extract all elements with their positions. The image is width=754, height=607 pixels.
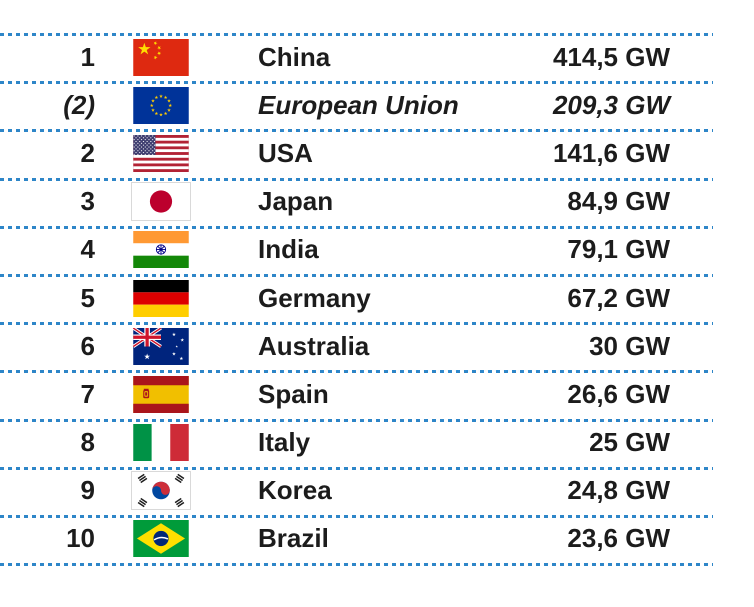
table-row: 2 USA 141,6 GW [0, 129, 713, 177]
table-row: 3 Japan 84,9 GW [0, 177, 713, 226]
table-row: (2) European Union 209,3 GW [0, 81, 713, 129]
country-cell: Japan [258, 186, 334, 217]
capacity-cell: 24,8 GW [567, 475, 670, 506]
table-row: 9 Korea 24,8 GW [0, 466, 713, 515]
capacity-cell: 26,6 GW [567, 378, 670, 409]
capacity-cell: 79,1 GW [567, 234, 670, 265]
australia-flag [132, 327, 190, 365]
china-flag [132, 38, 190, 76]
capacity-cell: 25 GW [589, 427, 670, 458]
table-bottom-separator [0, 563, 713, 567]
rank-cell: 4 [80, 234, 95, 265]
country-cell: Germany [258, 282, 371, 313]
rank-cell: 7 [80, 378, 95, 409]
european-union-flag [132, 86, 190, 124]
pv-capacity-ranking-table: 1 China 414,5 GW (2) European Union 209,… [0, 33, 713, 567]
rank-cell: 8 [80, 427, 95, 458]
country-cell: China [258, 41, 331, 72]
korea-flag [131, 471, 191, 511]
capacity-cell: 67,2 GW [567, 282, 670, 313]
rank-cell: (2) [63, 89, 95, 120]
capacity-cell: 414,5 GW [552, 41, 670, 72]
rank-cell: 6 [80, 330, 95, 361]
country-cell: USA [258, 137, 313, 168]
country-cell: Italy [258, 427, 311, 458]
italy-flag [132, 424, 190, 462]
country-cell: Korea [258, 475, 332, 506]
rank-cell: 1 [80, 41, 95, 72]
capacity-cell: 30 GW [589, 330, 670, 361]
rank-cell: 2 [80, 137, 95, 168]
india-flag [132, 231, 190, 269]
rank-cell: 5 [80, 282, 95, 313]
country-cell: Spain [258, 378, 329, 409]
table-row: 6 Australia 30 GW [0, 322, 713, 370]
country-cell: Brazil [258, 523, 329, 554]
country-cell: European Union [258, 89, 459, 120]
table-row: 8 Italy 25 GW [0, 418, 713, 467]
germany-flag [132, 279, 190, 317]
rank-cell: 10 [66, 523, 95, 554]
country-cell: Australia [258, 330, 370, 361]
capacity-cell: 141,6 GW [552, 137, 670, 168]
table-row: 10 Brazil 23,6 GW [0, 514, 713, 563]
rank-cell: 9 [80, 475, 95, 506]
capacity-cell: 84,9 GW [567, 186, 670, 217]
rank-cell: 3 [80, 186, 95, 217]
country-cell: India [258, 234, 319, 265]
capacity-cell: 23,6 GW [567, 523, 670, 554]
spain-flag [132, 375, 190, 413]
japan-flag [131, 182, 191, 222]
table-row: 1 China 414,5 GW [0, 33, 713, 81]
capacity-cell: 209,3 GW [552, 89, 670, 120]
brazil-flag [132, 520, 190, 558]
table-row: 5 Germany 67,2 GW [0, 273, 713, 322]
usa-flag [132, 134, 190, 172]
table-row: 4 India 79,1 GW [0, 225, 713, 274]
table-row: 7 Spain 26,6 GW [0, 370, 713, 418]
